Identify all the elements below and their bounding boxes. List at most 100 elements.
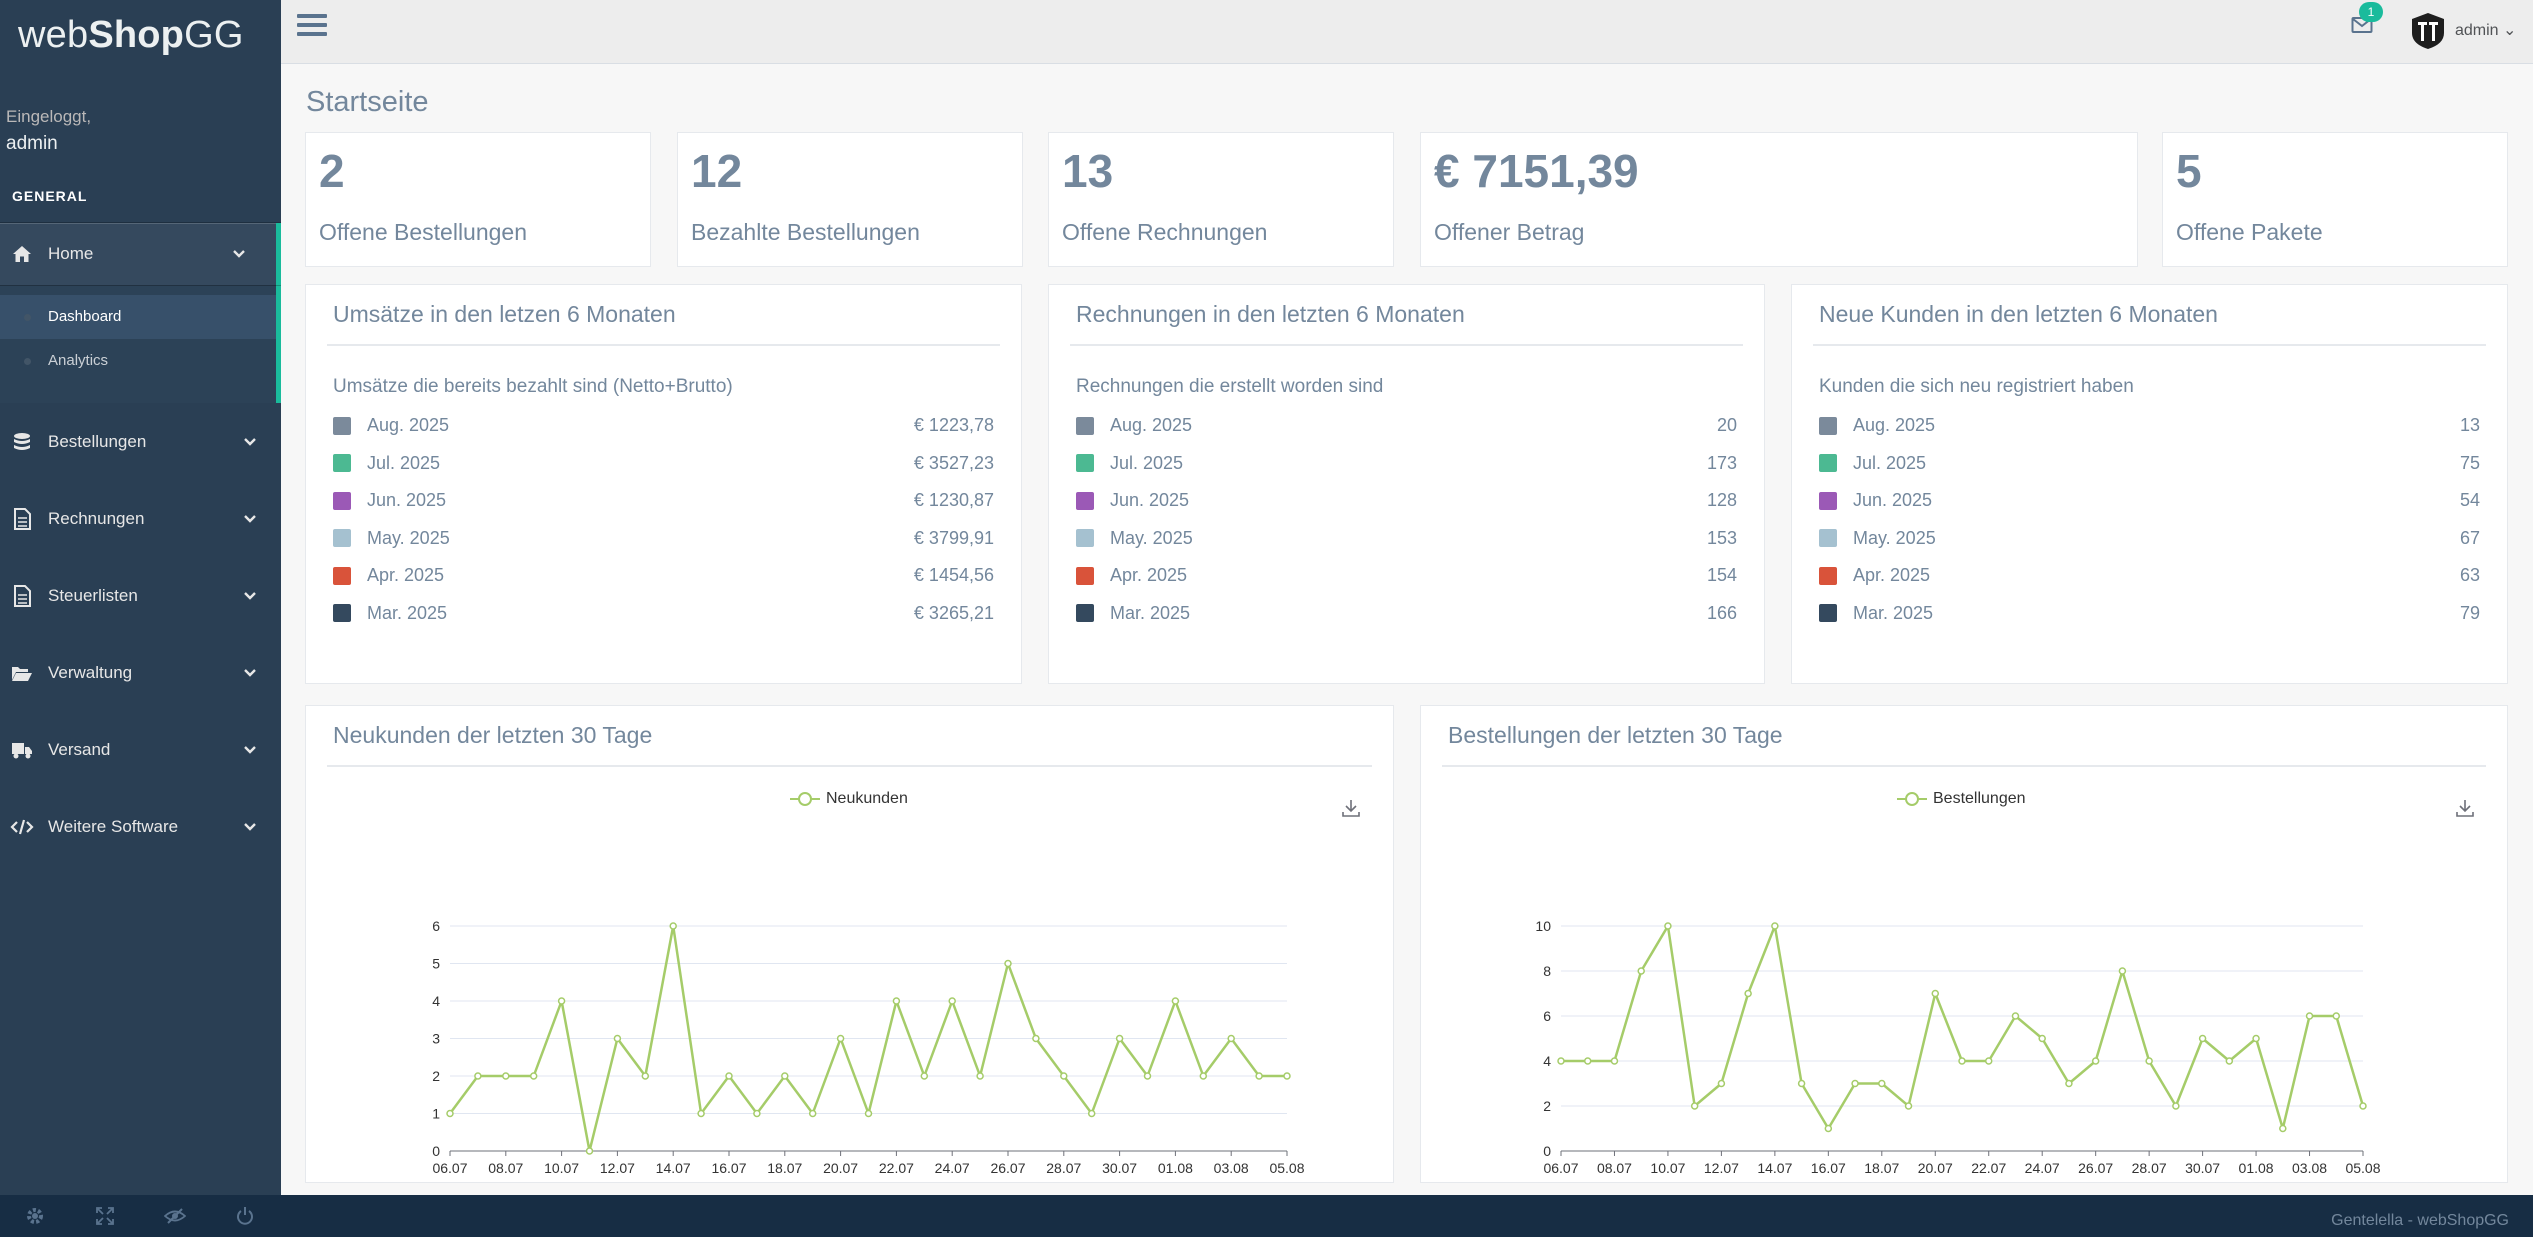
user-menu[interactable]: admin ⌄ <box>2455 20 2516 40</box>
sidebar-item-weitere-software[interactable]: Weitere Software <box>0 788 281 865</box>
list-item: Mar. 2025 166 <box>1076 595 1737 633</box>
color-swatch <box>1076 416 1094 435</box>
color-swatch <box>1819 566 1837 585</box>
x-tick-label: 16.07 <box>711 1160 746 1176</box>
color-swatch <box>333 491 351 510</box>
data-point <box>836 1034 845 1043</box>
data-point <box>1583 1057 1592 1065</box>
settings-gear-icon[interactable] <box>0 1195 70 1237</box>
tile-label: Offene Pakete <box>2176 219 2323 245</box>
data-point <box>2279 1124 2287 1133</box>
data-point <box>1227 1034 1235 1043</box>
y-tick-label: 2 <box>432 1068 440 1084</box>
data-point <box>446 1109 454 1118</box>
month-value: 54 <box>2459 490 2480 511</box>
panel-title: Umsätze in den letzen 6 Monaten <box>333 301 676 327</box>
download-icon[interactable] <box>2455 798 2477 820</box>
chevron-down-icon <box>243 665 257 681</box>
eye-slash-icon[interactable] <box>140 1195 210 1237</box>
list-item: Mar. 2025 79 <box>1819 595 2480 633</box>
tile-count: 5 <box>2176 145 2202 197</box>
y-tick-label: 10 <box>1535 918 1551 934</box>
tile-offene-bestellungen[interactable]: 2 Offene Bestellungen <box>305 132 651 267</box>
data-point <box>2145 1057 2153 1065</box>
color-swatch <box>1819 491 1837 510</box>
data-point <box>2359 1102 2367 1110</box>
month-value: 128 <box>1706 490 1737 511</box>
fullscreen-icon[interactable] <box>70 1195 140 1237</box>
chart-legend[interactable]: Bestellungen <box>1897 790 2026 808</box>
sidebar-item-steuerlisten[interactable]: Steuerlisten <box>0 557 281 634</box>
brand-part-web: web <box>18 14 89 56</box>
data-point <box>864 1109 873 1118</box>
tile-offener-betrag[interactable]: € 7151,39 Offener Betrag <box>1420 132 2138 267</box>
sidebar-subitem-dashboard[interactable]: Dashboard <box>0 295 276 339</box>
x-tick-label: 05.08 <box>2345 1160 2380 1176</box>
month-value: 166 <box>1706 602 1737 623</box>
month-value: 63 <box>2459 565 2480 586</box>
color-swatch <box>1076 566 1094 585</box>
panel-neukunden-chart: Neukunden der letzten 30 Tage Neukunden … <box>305 705 1394 1183</box>
data-point <box>1771 922 1779 930</box>
panel-neue-kunden: Neue Kunden in den letzten 6 Monaten Kun… <box>1791 284 2508 684</box>
brand-logo[interactable]: webShopGG <box>0 0 281 74</box>
brand-part-shop: Shop <box>88 14 185 56</box>
sidebar-item-home-label: Home <box>48 244 94 263</box>
menu-toggle-icon[interactable] <box>297 14 327 40</box>
data-point <box>781 1072 789 1080</box>
data-point <box>2332 1012 2341 1020</box>
data-point <box>1087 1109 1096 1118</box>
sidebar-footer <box>0 1195 281 1237</box>
data-point <box>585 1147 594 1155</box>
data-point <box>1171 997 1180 1005</box>
data-point <box>474 1072 482 1080</box>
month-value: 67 <box>2459 527 2480 548</box>
sidebar-item-label: Weitere Software <box>48 816 179 836</box>
month-value: 13 <box>2459 415 2480 436</box>
x-tick-label: 18.07 <box>1864 1160 1899 1176</box>
sidebar-item-label: Versand <box>48 739 111 759</box>
tile-offene-rechnungen[interactable]: 13 Offene Rechnungen <box>1048 132 1394 267</box>
power-icon[interactable] <box>210 1195 280 1237</box>
x-tick-label: 22.07 <box>1971 1160 2006 1176</box>
download-icon[interactable] <box>1341 798 1363 820</box>
sidebar-item-versand[interactable]: Versand <box>0 711 281 788</box>
sidebar-subitem-analytics[interactable]: Analytics <box>0 339 276 383</box>
data-point <box>1797 1079 1806 1088</box>
panel-title: Neue Kunden in den letzten 6 Monaten <box>1819 301 2218 327</box>
month-label: Mar. 2025 <box>1853 602 1934 623</box>
tile-count: € 7151,39 <box>1434 145 1639 197</box>
sidebar-item-verwaltung[interactable]: Verwaltung <box>0 634 281 711</box>
chart-legend[interactable]: Neukunden <box>790 790 908 808</box>
document-icon <box>4 584 40 607</box>
x-tick-label: 06.07 <box>1543 1160 1578 1176</box>
sidebar-item-bestellungen[interactable]: Bestellungen <box>0 403 281 480</box>
month-value: 173 <box>1706 452 1737 473</box>
list-item: May. 2025 € 3799,91 <box>333 520 994 558</box>
panel-bestellungen-chart: Bestellungen der letzten 30 Tage Bestell… <box>1420 705 2508 1183</box>
sidebar-item-home[interactable]: Home <box>0 223 281 285</box>
data-point <box>2091 1057 2100 1065</box>
menu-section-title: GENERAL <box>12 188 88 204</box>
tile-bezahlte-bestellungen[interactable]: 12 Bezahlte Bestellungen <box>677 132 1023 267</box>
list-item: Jul. 2025 75 <box>1819 445 2480 483</box>
data-point <box>753 1109 761 1118</box>
list-item: Jul. 2025 173 <box>1076 445 1737 483</box>
list-item: Apr. 2025 63 <box>1819 557 2480 595</box>
month-value: 20 <box>1716 415 1737 436</box>
x-tick-label: 20.07 <box>1918 1160 1953 1176</box>
month-value: € 3265,21 <box>913 602 994 623</box>
month-label: Jun. 2025 <box>1853 490 1933 511</box>
sidebar-item-rechnungen[interactable]: Rechnungen <box>0 480 281 557</box>
data-point <box>1004 959 1012 968</box>
tile-offene-pakete[interactable]: 5 Offene Pakete <box>2162 132 2508 267</box>
footer-text: Gentelella - webShopGG <box>2331 1212 2509 1229</box>
y-tick-label: 5 <box>432 956 440 972</box>
avatar[interactable] <box>2409 11 2449 51</box>
month-label: May. 2025 <box>367 527 450 548</box>
bestellungen-line-chart: 0 2 4 6 8 10 06.07 08.07 10.07 12.07 14.07 16.07 18.… <box>1535 918 2380 1176</box>
chevron-down-icon <box>243 511 257 527</box>
data-point <box>1664 922 1672 930</box>
chevron-down-icon: ⌄ <box>2503 22 2517 39</box>
x-tick-label: 03.08 <box>2292 1160 2327 1176</box>
